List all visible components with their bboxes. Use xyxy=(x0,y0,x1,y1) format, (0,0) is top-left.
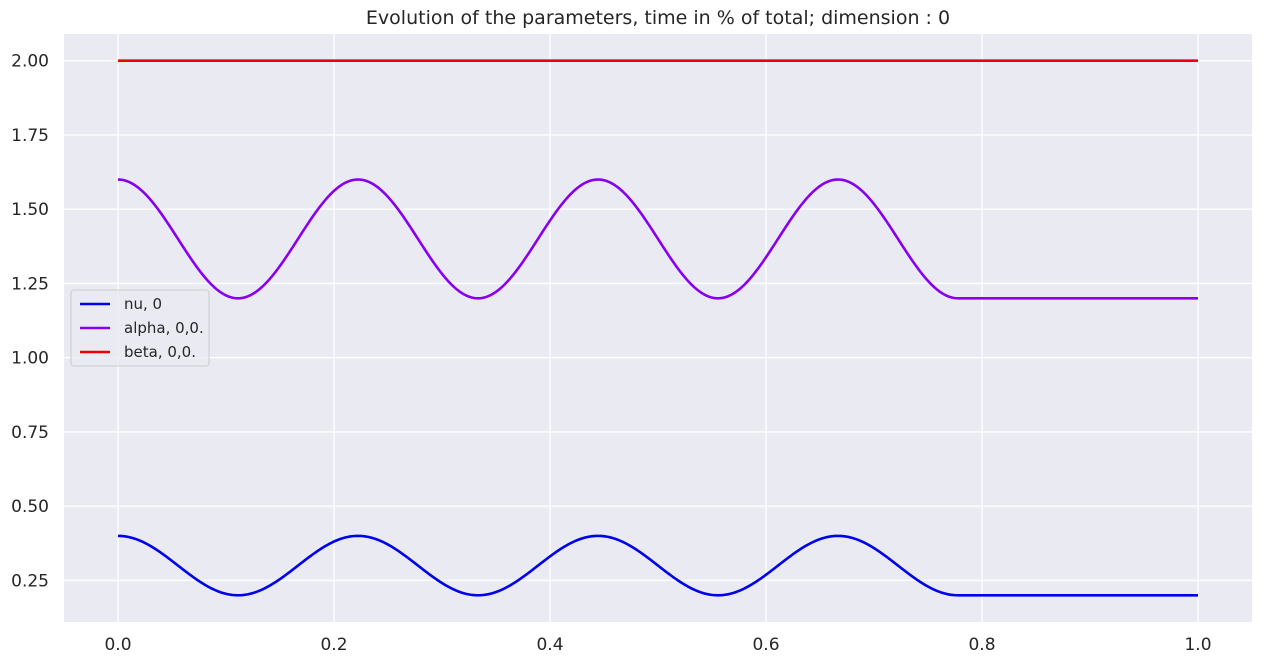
chart-title: Evolution of the parameters, time in % o… xyxy=(366,7,950,29)
y-tick-label: 0.25 xyxy=(11,571,49,591)
y-tick-label: 0.50 xyxy=(11,497,49,517)
legend-label-beta: beta, 0,0. xyxy=(124,343,196,361)
x-tick-label: 0.4 xyxy=(536,635,563,655)
legend-box xyxy=(70,289,210,367)
legend-label-nu: nu, 0 xyxy=(124,295,162,313)
y-tick-label: 1.00 xyxy=(11,349,49,369)
legend: nu, 0 alpha, 0,0. beta, 0,0. xyxy=(70,289,210,367)
x-tick-label: 1.0 xyxy=(1184,635,1211,655)
y-tick-label: 0.75 xyxy=(11,423,49,443)
series-layer xyxy=(117,59,1198,597)
x-tick-label: 0.8 xyxy=(968,635,995,655)
x-tick-label: 0.6 xyxy=(752,635,779,655)
x-tick-label: 0.2 xyxy=(320,635,347,655)
y-tick-label: 1.75 xyxy=(11,126,49,146)
y-tick-label: 1.25 xyxy=(11,274,49,294)
legend-label-alpha: alpha, 0,0. xyxy=(124,319,204,337)
axis-labels: 0.0 0.2 0.4 0.6 0.8 1.0 0.25 0.50 0.75 1.00 1.25 1.… xyxy=(11,52,1211,655)
y-tick-label: 2.00 xyxy=(11,52,49,72)
series-line-alpha xyxy=(117,178,1198,300)
x-tick-label: 0.0 xyxy=(104,635,131,655)
y-tick-label: 1.50 xyxy=(11,200,49,220)
series-line-nu xyxy=(117,534,1198,597)
plot-area xyxy=(64,34,1252,622)
